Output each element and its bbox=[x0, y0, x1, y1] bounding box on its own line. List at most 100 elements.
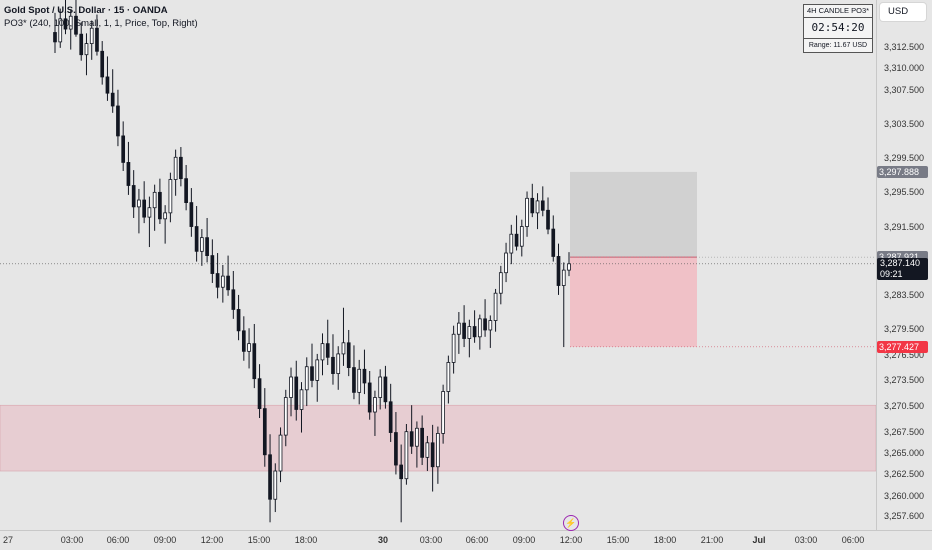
price-tick: 3,270.500 bbox=[884, 401, 925, 412]
candle-body bbox=[184, 178, 188, 203]
candle-body bbox=[535, 200, 540, 214]
candle-body bbox=[341, 342, 346, 355]
price-tick: 3,265.000 bbox=[884, 448, 925, 459]
time-tick: 06:00 bbox=[841, 535, 865, 545]
price-tick: 3,291.500 bbox=[884, 221, 925, 232]
time-tick: 27 bbox=[2, 535, 14, 545]
indicator-legend[interactable]: PO3* (240, 100, Small, 1, 1, Price, Top,… bbox=[4, 18, 198, 29]
candle-body bbox=[498, 272, 503, 294]
candle-body bbox=[483, 318, 487, 331]
candle-body bbox=[373, 397, 377, 413]
time-tick: 15:00 bbox=[606, 535, 630, 545]
candle-body bbox=[530, 197, 535, 214]
candle-body bbox=[158, 191, 162, 220]
candle-body bbox=[556, 256, 561, 286]
time-tick: 09:00 bbox=[512, 535, 536, 545]
candle-body bbox=[268, 454, 272, 500]
time-tick: Jul bbox=[752, 535, 766, 545]
candle-body bbox=[415, 427, 419, 447]
candle-body bbox=[467, 326, 472, 339]
time-tick: 03:00 bbox=[419, 535, 443, 545]
time-axis[interactable]: 27 03:00 06:00 09:00 12:00 15:00 18:00 30 03:00 0… bbox=[0, 530, 932, 550]
candle-body bbox=[247, 343, 251, 352]
candle-body bbox=[299, 389, 304, 410]
candle-body bbox=[362, 368, 367, 384]
candle-body bbox=[383, 376, 388, 403]
price-tick: 3,267.500 bbox=[884, 426, 925, 437]
candle-body bbox=[68, 15, 73, 30]
current-bar-timer: 09:21 bbox=[880, 268, 903, 279]
candle-body bbox=[451, 333, 456, 363]
candle-body bbox=[236, 309, 241, 332]
candle-body bbox=[304, 366, 309, 391]
candle-body bbox=[131, 185, 136, 208]
position-target-zone bbox=[570, 171, 697, 258]
candle-body bbox=[294, 376, 299, 410]
price-tick: 3,279.500 bbox=[884, 324, 925, 335]
time-tick: 18:00 bbox=[294, 535, 318, 545]
candle-body bbox=[551, 228, 556, 257]
candle-body bbox=[257, 378, 262, 410]
candle-body bbox=[173, 156, 178, 180]
candle-body bbox=[430, 442, 435, 468]
candle-body bbox=[100, 50, 105, 78]
candle-body bbox=[210, 255, 215, 274]
candle-body bbox=[63, 18, 68, 30]
current-price-label: 3,287.140 09:21 bbox=[877, 257, 928, 280]
candle-body bbox=[404, 431, 409, 480]
candle-body bbox=[110, 92, 115, 107]
time-tick: 03:00 bbox=[794, 535, 818, 545]
price-tick: 3,310.000 bbox=[884, 63, 925, 74]
price-tick: 3,257.600 bbox=[884, 511, 925, 522]
candle-body bbox=[241, 330, 246, 352]
price-tick: 3,312.500 bbox=[884, 42, 925, 53]
time-tick: 15:00 bbox=[247, 535, 271, 545]
stop-price-label: 3,277.427 bbox=[877, 340, 928, 353]
candle-body bbox=[142, 199, 147, 218]
candle-body bbox=[126, 162, 131, 186]
candle-body bbox=[262, 408, 267, 456]
candle-range: Range: 11.67 USD bbox=[808, 42, 868, 49]
candle-body bbox=[200, 237, 204, 252]
candle-body bbox=[137, 199, 141, 208]
price-tick: 3,262.500 bbox=[884, 469, 925, 480]
candle-body bbox=[477, 318, 482, 338]
candle-body bbox=[79, 33, 84, 56]
position-stop-zone bbox=[570, 257, 697, 347]
candle-body bbox=[320, 343, 325, 361]
candle-body bbox=[58, 18, 63, 43]
candle-body bbox=[540, 200, 545, 211]
candle-body bbox=[95, 27, 99, 52]
time-tick: 12:00 bbox=[200, 535, 224, 545]
price-tick: 3,283.500 bbox=[884, 289, 925, 300]
candle-body bbox=[331, 356, 335, 374]
candle-body bbox=[215, 273, 220, 288]
candle-body bbox=[84, 43, 89, 56]
time-tick: 06:00 bbox=[465, 535, 489, 545]
chart-plot-area[interactable] bbox=[0, 0, 876, 530]
candle-body bbox=[168, 179, 173, 214]
time-tick: 09:00 bbox=[153, 535, 177, 545]
candle-body bbox=[567, 263, 571, 271]
price-chart[interactable] bbox=[0, 0, 876, 530]
candle-body bbox=[147, 207, 152, 218]
candle-body bbox=[462, 322, 466, 339]
candle-body bbox=[310, 366, 314, 381]
candle-body bbox=[420, 427, 424, 458]
candle-body bbox=[509, 233, 514, 254]
candle-body bbox=[163, 212, 167, 220]
lightning-icon[interactable]: ⚡ bbox=[563, 515, 579, 531]
candle-body bbox=[273, 470, 278, 500]
candle-body bbox=[346, 342, 351, 368]
symbol-legend[interactable]: Gold Spot / U.S. Dollar · 15 · OANDA bbox=[4, 5, 168, 16]
price-tick: 3,299.500 bbox=[884, 153, 925, 164]
candle-countdown: 02:54:20 bbox=[804, 18, 872, 39]
candle-body bbox=[89, 27, 94, 44]
price-tick: 3,260.000 bbox=[884, 490, 925, 501]
currency-button[interactable]: USD bbox=[880, 3, 926, 21]
price-tick: 3,273.500 bbox=[884, 375, 925, 386]
price-tick: 3,303.500 bbox=[884, 118, 925, 129]
candle-body bbox=[504, 252, 508, 274]
candle-body bbox=[394, 432, 398, 466]
